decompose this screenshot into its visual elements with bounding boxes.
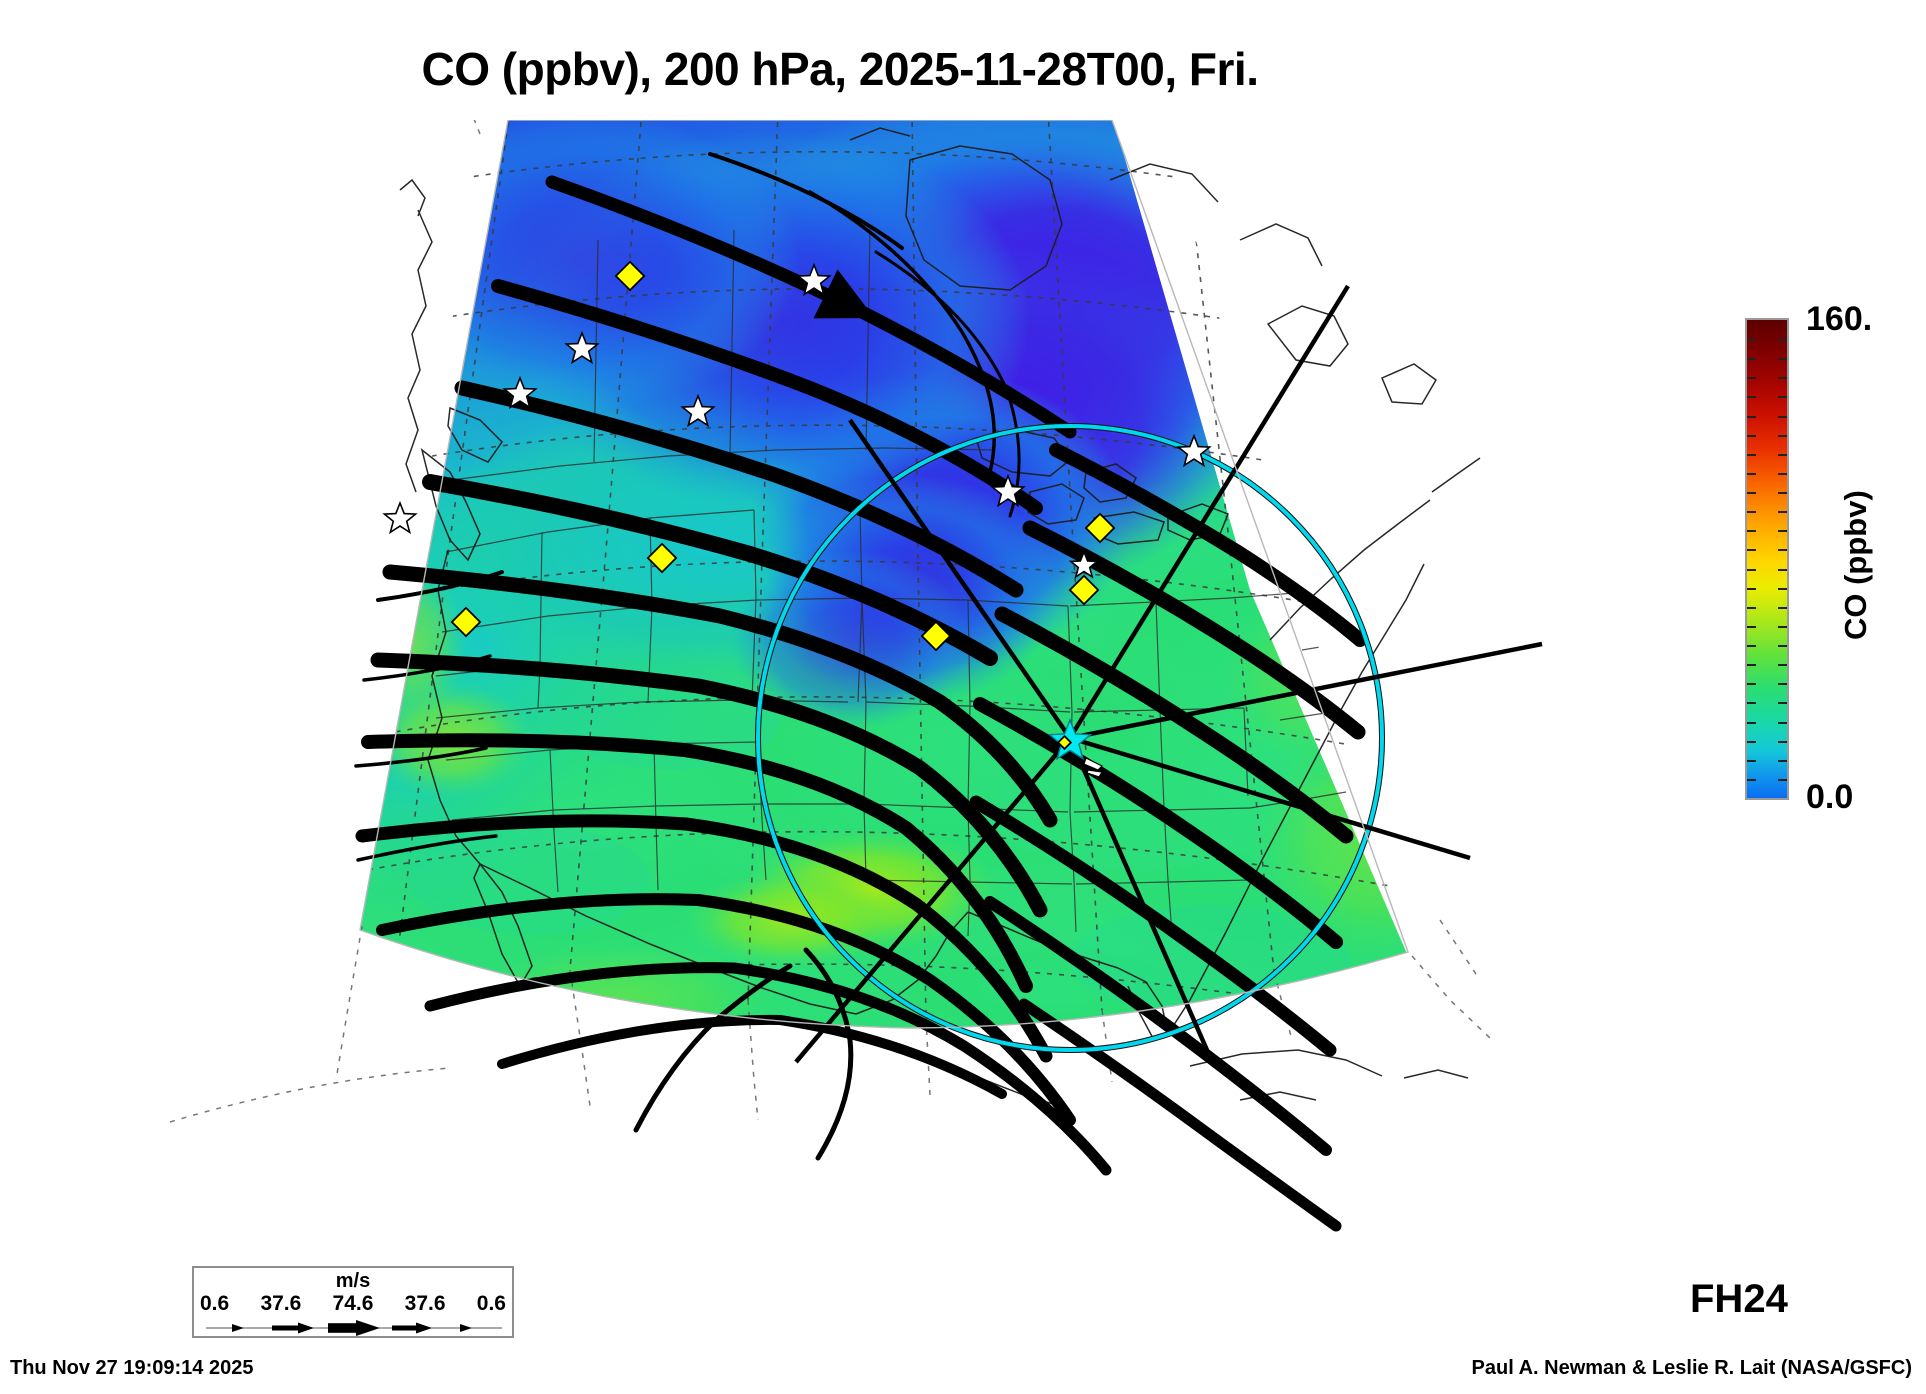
wind-legend-value: 37.6 [404,1292,446,1315]
wind-legend-arrows [206,1320,502,1336]
map-panel [150,120,1690,1260]
wind-legend-values: 0.6 37.6 74.6 37.6 0.6 [200,1292,506,1316]
map-canvas [169,120,1543,1232]
forecast-hour-label: FH24 [1690,1277,1788,1321]
colorbar [1745,318,1789,800]
domain-mask [1113,120,1490,1020]
colorbar-gradient [1747,320,1787,798]
wind-legend-value: 37.6 [260,1292,302,1315]
wind-legend-value: 74.6 [332,1292,374,1315]
wind-legend-value: 0.6 [200,1292,230,1315]
page-title: CO (ppbv), 200 hPa, 2025-11-28T00, Fri. [421,43,1259,95]
generation-timestamp: Thu Nov 27 19:09:14 2025 [10,1357,254,1379]
colorbar-max-label: 160. [1806,300,1873,338]
wind-streamlines [354,152,1367,1232]
colorbar-min-label: 0.0 [1806,778,1854,816]
aircraft-icon [1083,757,1104,778]
map-frame [359,120,1409,1029]
wind-legend-unit: m/s [335,1270,371,1292]
yellow-diamond-icon [450,260,1116,751]
wind-speed-legend: m/s 0.6 37.6 74.6 37.6 0.6 [192,1266,514,1338]
wind-legend-value: 0.6 [476,1292,506,1315]
range-ring [756,424,1384,1052]
station-markers [382,260,1212,778]
colorbar-axis-label: CO (ppbv) [1838,490,1873,640]
flight-radials [794,284,1543,1067]
author-credit: Paul A. Newman & Leslie R. Lait (NASA/GS… [1471,1357,1912,1379]
colorbar-ticks [1747,320,1787,798]
cyan-star-icon [1047,718,1093,761]
range-ring-group [755,423,1385,1053]
white-star-icon [382,262,1212,579]
